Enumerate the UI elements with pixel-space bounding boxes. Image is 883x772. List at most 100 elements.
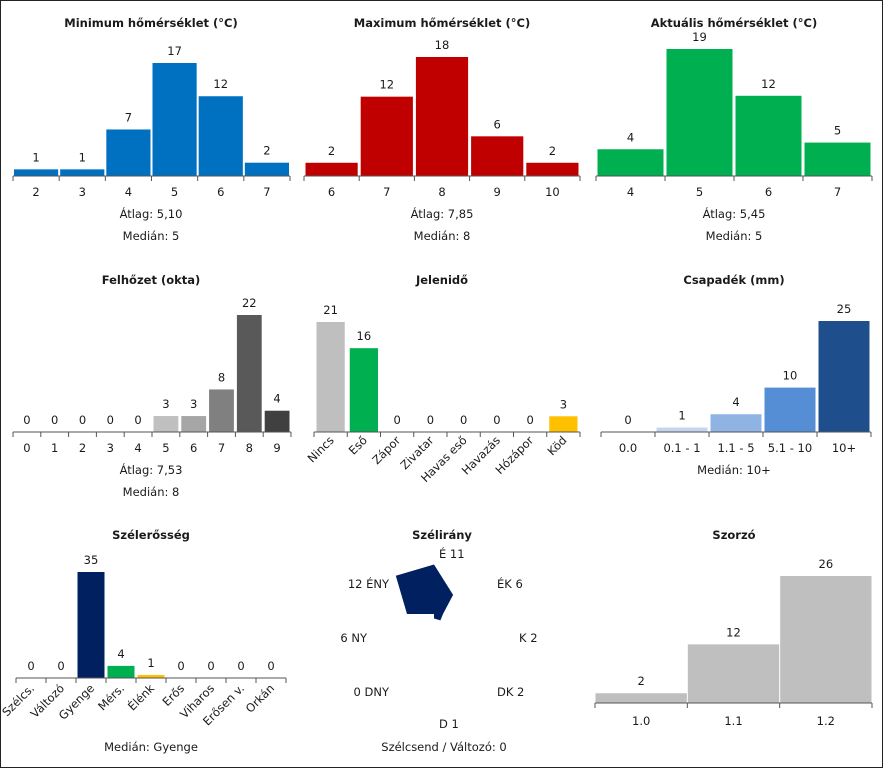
max-bar-3: [471, 136, 524, 176]
weather-value-label-2: 0: [393, 413, 400, 427]
mult-category-label-2: 1.2: [817, 714, 835, 728]
weather-value-label-4: 0: [460, 413, 467, 427]
wind-value-label-7: 0: [237, 659, 244, 673]
act-bar-2: [735, 95, 802, 176]
mult-category-label-0: 1.0: [632, 714, 650, 728]
wind-value-label-2: 35: [84, 553, 99, 567]
weather-value-label-1: 16: [357, 329, 372, 343]
wind-category-label-3: Mérs.: [95, 681, 127, 713]
min-bar-3: [152, 63, 197, 176]
wind-value-label-8: 0: [267, 659, 274, 673]
winddir-label-DNY: 0 DNY: [354, 685, 390, 699]
weather-value-label-3: 0: [427, 413, 434, 427]
max-bar-4: [526, 162, 579, 176]
cloud-stat-0: Átlag: 7,53: [120, 462, 183, 477]
winddir-title: Szélirány: [412, 528, 472, 542]
min-stat-0: Átlag: 5,10: [120, 206, 183, 221]
cloud-category-label-1: 1: [51, 441, 58, 455]
max-title: Maximum hőmérséklet (°C): [354, 16, 531, 30]
wind-bar-4: [137, 674, 165, 678]
precip-bar-4: [818, 321, 870, 432]
cloud-title: Felhőzet (okta): [102, 273, 201, 287]
max-stat-1: Medián: 8: [414, 229, 471, 243]
max-category-label-0: 6: [328, 185, 335, 199]
act-category-label-2: 6: [765, 185, 772, 199]
precip-title: Csapadék (mm): [683, 273, 784, 287]
cloud-category-label-7: 7: [218, 441, 225, 455]
winddir-label-DK: DK 2: [497, 685, 524, 699]
weather-category-label-0: Nincs: [305, 433, 337, 465]
max-category-label-2: 8: [438, 185, 445, 199]
precip-category-label-3: 5.1 - 10: [768, 441, 812, 455]
min-value-label-2: 7: [125, 110, 132, 124]
cloud-value-label-9: 4: [273, 392, 280, 406]
min-stat-1: Medián: 5: [123, 229, 180, 243]
cloud-category-label-4: 4: [134, 441, 141, 455]
cloud-bar-8: [236, 315, 262, 432]
precip-value-label-3: 10: [783, 369, 798, 383]
wind-value-label-4: 1: [147, 656, 154, 670]
winddir-label-NY: 6 NY: [340, 631, 368, 645]
wind-title: Szélerősség: [112, 528, 190, 542]
winddir-label-ÉNY: 12 ÉNY: [348, 576, 390, 591]
max-bar-0: [305, 162, 358, 176]
weather-value-label-5: 0: [493, 413, 500, 427]
min-category-label-0: 2: [32, 185, 39, 199]
wind-value-label-1: 0: [57, 659, 64, 673]
precip-bar-1: [656, 427, 708, 432]
wind-category-label-4: Élénk: [124, 680, 157, 713]
act-value-label-0: 4: [627, 130, 634, 144]
winddir-label-É: É 11: [439, 546, 465, 561]
max-category-label-1: 7: [383, 185, 390, 199]
act-stat-1: Medián: 5: [706, 229, 763, 243]
mult-bar-0: [595, 693, 687, 703]
act-category-label-1: 5: [696, 185, 703, 199]
max-stat-0: Átlag: 7,85: [411, 206, 474, 221]
precip-category-label-0: 0.0: [619, 441, 637, 455]
wind-bar-3: [107, 665, 135, 678]
mult-value-label-1: 12: [726, 625, 741, 639]
min-category-label-5: 7: [263, 185, 270, 199]
mult-bar-2: [780, 576, 872, 703]
cloud-value-label-5: 3: [162, 397, 169, 411]
max-value-label-3: 6: [494, 117, 501, 131]
min-bar-0: [14, 169, 59, 176]
act-stat-0: Átlag: 5,45: [703, 206, 766, 221]
winddir-area: [395, 564, 454, 621]
act-value-label-3: 5: [834, 124, 841, 138]
max-value-label-2: 18: [435, 38, 450, 52]
cloud-value-label-0: 0: [23, 413, 30, 427]
cloud-value-label-8: 22: [242, 296, 257, 310]
act-bar-1: [666, 49, 733, 176]
min-value-label-0: 1: [32, 150, 39, 164]
act-bar-3: [804, 142, 871, 176]
min-title: Minimum hőmérséklet (°C): [64, 16, 237, 30]
act-category-label-3: 7: [834, 185, 841, 199]
wind-bar-2: [77, 572, 105, 678]
weather-bar-7: [549, 416, 578, 432]
max-category-label-4: 10: [545, 185, 560, 199]
precip-stat-0: Medián: 10+: [697, 463, 771, 477]
cloud-value-label-2: 0: [79, 413, 86, 427]
precip-value-label-4: 25: [837, 302, 852, 316]
max-value-label-0: 2: [328, 144, 335, 158]
cloud-value-label-7: 8: [218, 370, 225, 384]
act-title: Aktuális hőmérséklet (°C): [651, 16, 818, 30]
cloud-category-label-6: 6: [190, 441, 197, 455]
wind-stat-0: Medián: Gyenge: [104, 740, 198, 754]
precip-value-label-1: 1: [678, 409, 685, 423]
cloud-category-label-5: 5: [162, 441, 169, 455]
winddir-label-D: D 1: [439, 717, 459, 731]
wind-category-label-8: Orkán: [243, 681, 277, 715]
winddir-label-K: K 2: [519, 631, 538, 645]
weather-category-label-7: Köd: [545, 433, 570, 458]
precip-value-label-0: 0: [624, 413, 631, 427]
weather-value-label-7: 3: [560, 397, 567, 411]
max-bar-1: [360, 96, 413, 176]
wind-value-label-0: 0: [27, 659, 34, 673]
precip-category-label-4: 10+: [832, 441, 856, 455]
cloud-value-label-1: 0: [51, 413, 58, 427]
precip-category-label-1: 0.1 - 1: [663, 441, 700, 455]
max-value-label-4: 2: [549, 144, 556, 158]
